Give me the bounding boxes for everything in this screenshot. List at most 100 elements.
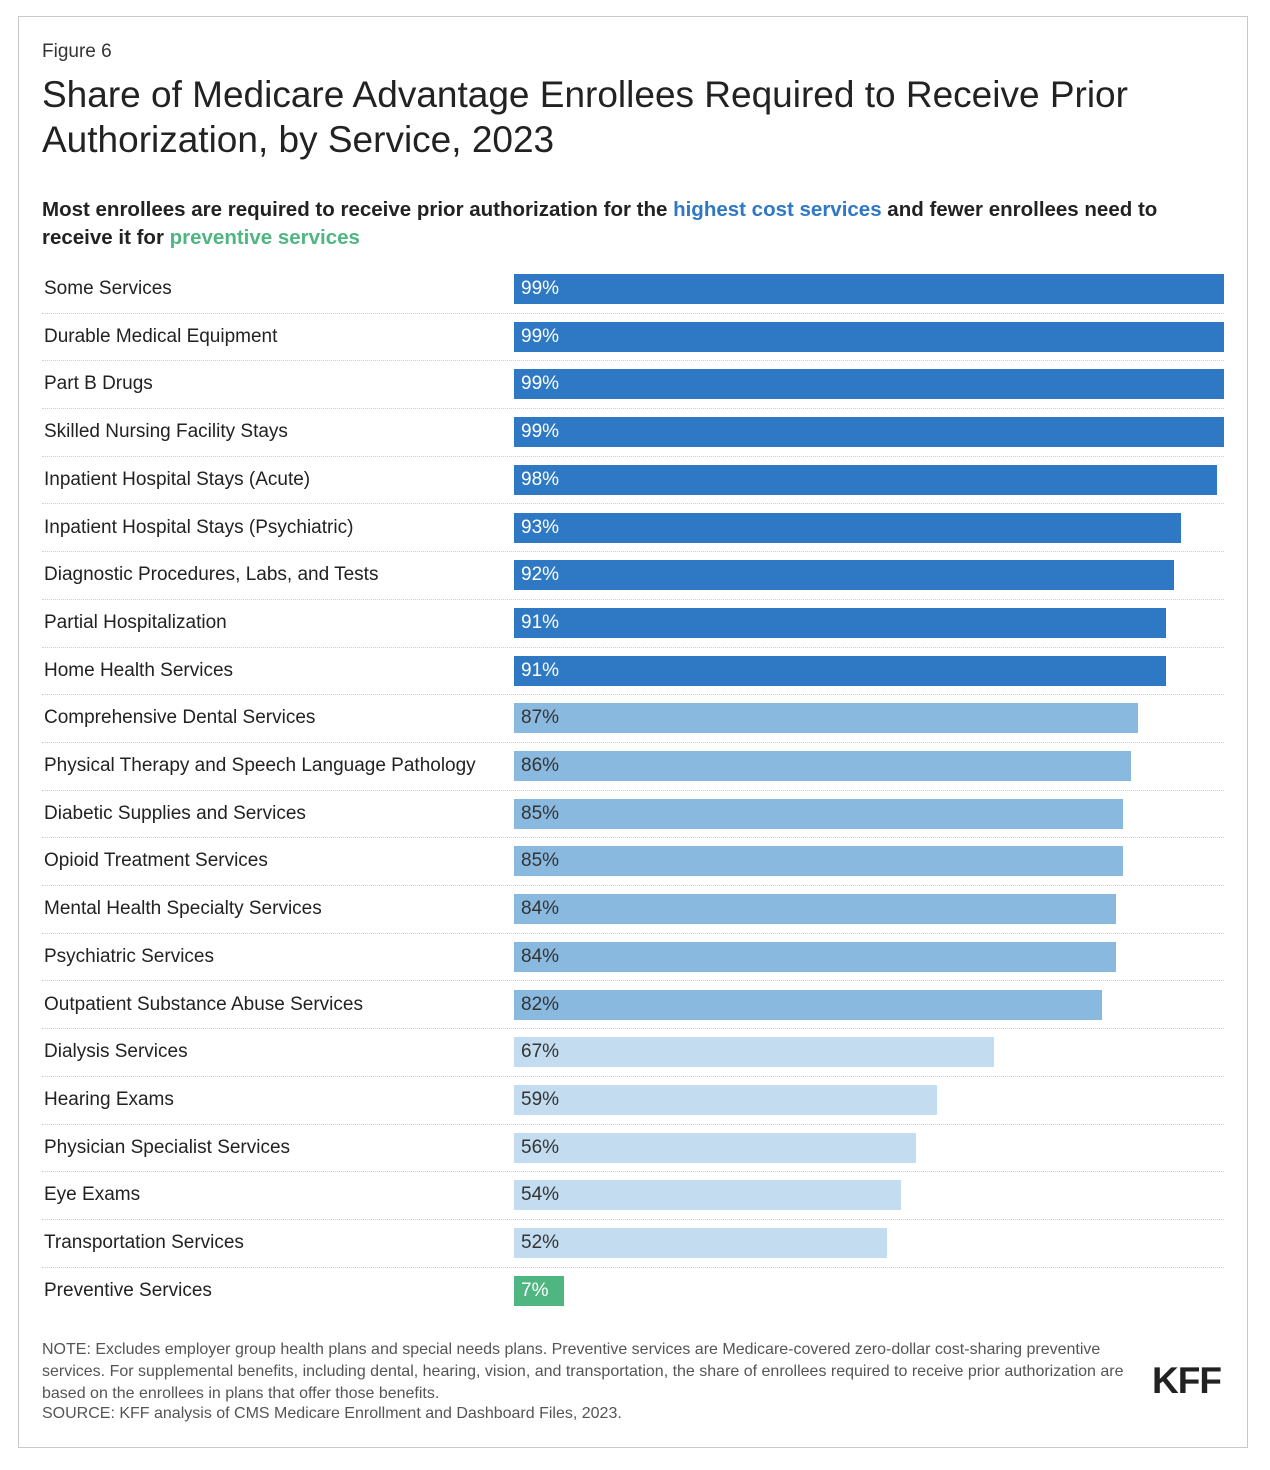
chart-row: Skilled Nursing Facility Stays 99% — [42, 408, 1224, 457]
chart-note: NOTE: Excludes employer group health pla… — [42, 1341, 1124, 1402]
bar: 54% — [514, 1180, 902, 1211]
data-label: 52% — [521, 1232, 560, 1253]
category-label: Diagnostic Procedures, Labs, and Tests — [44, 564, 379, 586]
category-label: Eye Exams — [44, 1184, 141, 1206]
chart-row: Eye Exams 54% — [42, 1171, 1224, 1220]
data-label: 86% — [521, 755, 560, 776]
kff-logo: KFF — [1152, 1360, 1222, 1401]
data-label: 85% — [521, 850, 560, 872]
bar: 99% — [514, 417, 1224, 448]
data-label: 84% — [521, 945, 560, 967]
data-label: 59% — [521, 1088, 560, 1110]
category-label: Part B Drugs — [44, 373, 153, 395]
bar: 92% — [514, 560, 1174, 591]
chart-row: Some Services 99% — [42, 265, 1224, 314]
data-label: 99% — [521, 373, 560, 395]
subtitle-text: and fewer enrollees need to receive it f… — [42, 198, 1158, 249]
bar: 56% — [514, 1132, 916, 1163]
chart-row: Durable Medical Equipment 99% — [42, 313, 1224, 362]
chart-row: Partial Hospitalization 91% — [42, 599, 1224, 648]
chart-source: SOURCE: KFF analysis of CMS Medicare Enr… — [42, 1405, 622, 1422]
chart-subtitle: Most enrollees are required to receive p… — [42, 196, 1232, 252]
data-label: 87% — [521, 707, 560, 729]
category-label: Inpatient Hospital Stays (Acute) — [44, 468, 311, 490]
data-label: 84% — [521, 898, 560, 920]
chart-row: Inpatient Hospital Stays (Acute) 98% — [42, 456, 1224, 505]
category-label: Outpatient Substance Abuse Services — [44, 993, 363, 1015]
data-label: 91% — [521, 659, 560, 681]
chart-title: Share of Medicare Advantage Enrollees Re… — [42, 74, 1128, 160]
bar: 85% — [514, 846, 1124, 877]
bar: 99% — [514, 369, 1224, 400]
chart-row: Physician Specialist Services 56% — [42, 1124, 1224, 1173]
data-label: 99% — [521, 421, 560, 443]
data-label: 92% — [521, 564, 560, 586]
category-label: Some Services — [44, 278, 172, 299]
bar: 87% — [514, 703, 1138, 734]
chart-row: Preventive Services 7% — [42, 1267, 1224, 1315]
bar: 52% — [514, 1228, 887, 1258]
data-label: 82% — [521, 993, 560, 1015]
chart-row: Comprehensive Dental Services 87% — [42, 694, 1224, 743]
bar: 93% — [514, 512, 1181, 543]
bar: 99% — [514, 274, 1224, 304]
chart-row: Hearing Exams 59% — [42, 1076, 1224, 1125]
category-label: Durable Medical Equipment — [44, 325, 278, 347]
category-label: Skilled Nursing Facility Stays — [44, 421, 288, 443]
category-label: Physician Specialist Services — [44, 1136, 291, 1158]
bar: 98% — [514, 464, 1217, 495]
chart-row: Transportation Services 52% — [42, 1219, 1224, 1268]
chart-row: Outpatient Substance Abuse Services 82% — [42, 981, 1224, 1030]
bar: 59% — [514, 1084, 938, 1115]
chart-row: Diabetic Supplies and Services 85% — [42, 790, 1224, 839]
bar: 91% — [514, 607, 1167, 638]
data-label: 67% — [521, 1041, 560, 1063]
subtitle-highlight-high-cost: highest cost services — [673, 198, 882, 221]
category-label: Mental Health Specialty Services — [44, 898, 322, 920]
bar: 84% — [514, 894, 1117, 925]
subtitle-text: Most enrollees are required to receive p… — [42, 198, 674, 221]
data-label: 54% — [521, 1184, 560, 1206]
data-label: 93% — [521, 516, 560, 538]
category-label: Opioid Treatment Services — [44, 850, 268, 872]
category-label: Psychiatric Services — [44, 945, 214, 967]
chart-row: Home Health Services 91% — [42, 647, 1224, 696]
bar: 67% — [514, 1037, 995, 1068]
bar: 86% — [514, 751, 1131, 781]
bar: 85% — [514, 798, 1124, 829]
chart-row: Physical Therapy and Speech Language Pat… — [42, 742, 1224, 791]
chart-row: Psychiatric Services 84% — [42, 933, 1224, 982]
figure-label: Figure 6 — [42, 41, 112, 62]
bar: 91% — [514, 655, 1167, 686]
category-label: Diabetic Supplies and Services — [44, 802, 306, 824]
chart-row: Opioid Treatment Services 85% — [42, 837, 1224, 887]
category-label: Dialysis Services — [44, 1041, 188, 1063]
chart-row: Dialysis Services 67% — [42, 1028, 1224, 1077]
data-label: 7% — [521, 1279, 549, 1301]
data-label: 91% — [521, 611, 560, 633]
chart-row: Inpatient Hospital Stays (Psychiatric) 93… — [42, 504, 1224, 553]
category-label: Hearing Exams — [44, 1088, 174, 1110]
data-label: 99% — [521, 278, 560, 299]
category-label: Transportation Services — [44, 1232, 244, 1253]
category-label: Home Health Services — [44, 659, 234, 681]
chart-row: Diagnostic Procedures, Labs, and Tests 92… — [42, 551, 1224, 600]
subtitle-highlight-preventive: preventive services — [169, 226, 360, 249]
data-label: 98% — [521, 468, 560, 490]
category-label: Preventive Services — [44, 1279, 212, 1301]
chart-row: Part B Drugs 99% — [42, 360, 1224, 410]
data-label: 56% — [521, 1136, 560, 1158]
category-label: Partial Hospitalization — [44, 611, 227, 633]
bar: 82% — [514, 989, 1102, 1020]
category-label: Physical Therapy and Speech Language Pat… — [44, 755, 476, 776]
bar: 7% — [514, 1275, 565, 1306]
figure-frame — [18, 16, 1248, 1448]
category-label: Comprehensive Dental Services — [44, 707, 316, 729]
category-label: Inpatient Hospital Stays (Psychiatric) — [44, 516, 354, 538]
data-label: 85% — [521, 802, 560, 824]
bar: 84% — [514, 941, 1117, 972]
bar: 99% — [514, 321, 1224, 352]
data-label: 99% — [521, 325, 560, 347]
chart-row: Mental Health Specialty Services 84% — [42, 885, 1224, 934]
